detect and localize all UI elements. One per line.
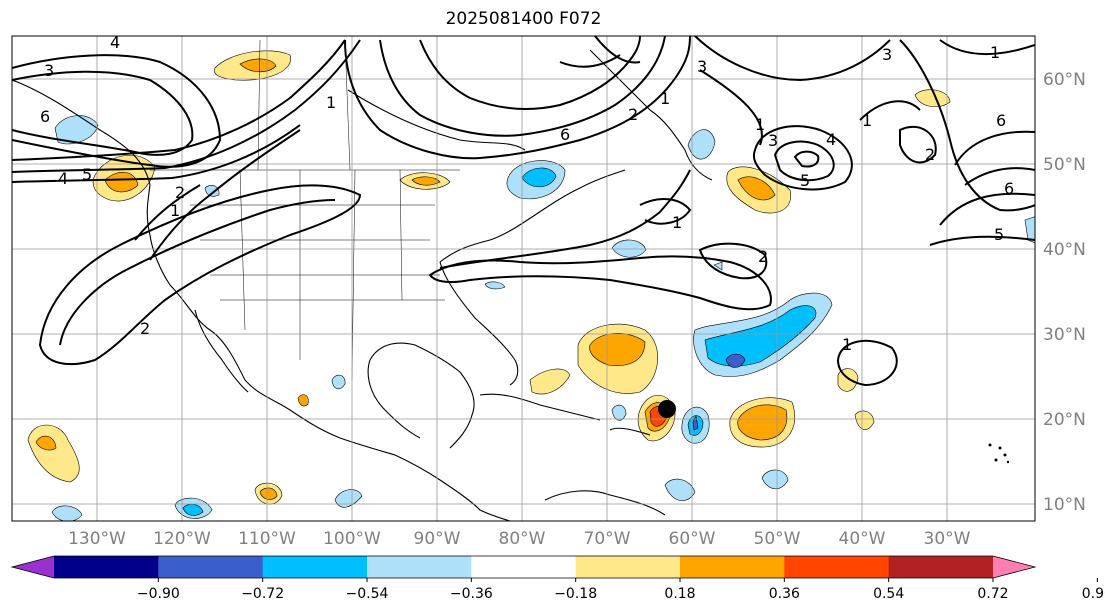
map-panel: 4 3 6 4 5 2 1 1 2 6 1 2 3 1 3 4 5 1 3 1 … [12, 33, 1035, 521]
colorbar-tick-label: 0.54 [873, 586, 904, 602]
contour-label: 2 [140, 319, 150, 338]
storm-center-marker [658, 400, 676, 418]
contour-label: 5 [82, 165, 92, 184]
contour-label: 1 [755, 115, 765, 134]
lat-label: 60°N [1043, 70, 1086, 90]
contour-label: 1 [862, 111, 872, 130]
contour-label: 2 [628, 105, 638, 124]
contour-label: 3 [697, 57, 707, 76]
contour-label: 3 [44, 61, 54, 80]
contour-label: 5 [994, 225, 1004, 244]
lat-label: 20°N [1043, 410, 1086, 430]
contour-label: 2 [758, 247, 768, 266]
contour-label: 6 [40, 107, 50, 126]
lat-label: 30°N [1043, 325, 1086, 345]
colorbar-tick-label: −0.18 [554, 586, 597, 602]
graticule [12, 36, 1035, 521]
colorbar-tick-label: −0.72 [241, 586, 284, 602]
contour-label: 6 [996, 111, 1006, 130]
lon-label: 130°W [68, 529, 126, 549]
colorbar-tick-label: −0.54 [346, 586, 389, 602]
colorbar-tick-label: −0.90 [137, 586, 180, 602]
colorbar-segment [784, 556, 890, 578]
colorbar-segment [471, 556, 577, 578]
lon-label: 80°W [499, 529, 546, 549]
lon-label: 90°W [414, 529, 461, 549]
lon-label: 50°W [754, 529, 801, 549]
lon-label: 40°W [839, 529, 886, 549]
lon-label: 60°W [669, 529, 716, 549]
lat-label: 50°N [1043, 155, 1086, 175]
contour-label: 1 [842, 335, 852, 354]
contour-label: 6 [1004, 179, 1014, 198]
colorbar-segment [888, 556, 994, 578]
colorbar-tick-label: −0.36 [450, 586, 493, 602]
contour-label: 2 [175, 183, 185, 202]
lon-label: 100°W [323, 529, 381, 549]
colorbar-outline [10, 555, 1037, 579]
contour-label: 4 [110, 33, 120, 52]
lon-label: 110°W [238, 529, 296, 549]
contour-lines [12, 36, 1035, 387]
lat-label: 10°N [1043, 495, 1086, 515]
shaded-anomalies [27, 50, 1035, 521]
lon-axis: 130°W 120°W 110°W 100°W 90°W 80°W 70°W 6… [68, 529, 971, 549]
state-borders [150, 39, 460, 381]
colorbar-tick-label: 0.90 [1082, 586, 1105, 602]
colorbar-segment [54, 556, 159, 578]
contour-label: 1 [170, 201, 180, 220]
colorbar-segment [680, 556, 785, 578]
lat-label: 40°N [1043, 240, 1086, 260]
contour-label: 4 [826, 130, 836, 149]
colorbar-segment [575, 556, 681, 578]
contour-label-group: 4 3 6 4 5 2 1 1 2 6 1 2 3 1 3 4 5 1 3 1 … [40, 33, 1014, 354]
contour-label: 4 [58, 169, 68, 188]
contour-label: 3 [768, 131, 778, 150]
contour-label: 1 [326, 93, 336, 112]
contour-label: 5 [800, 171, 810, 190]
map-frame [11, 35, 1036, 522]
lon-label: 30°W [924, 529, 971, 549]
colorbar-segment [367, 556, 472, 578]
contour-label: 6 [560, 125, 570, 144]
lat-axis: 60°N 50°N 40°N 30°N 20°N 10°N [1043, 70, 1086, 515]
lon-label: 120°W [153, 529, 211, 549]
island-dots [988, 443, 1010, 464]
colorbar: −0.90 −0.72 −0.54 −0.36 −0.18 0.18 0.36 0.54 0.7… [10, 555, 1105, 602]
map-title: 2025081400 F072 [445, 9, 602, 29]
contour-label: 1 [990, 43, 1000, 62]
colorbar-segment [158, 556, 264, 578]
contour-label: 1 [672, 213, 682, 232]
colorbar-segment [262, 556, 368, 578]
lon-label: 70°W [584, 529, 631, 549]
colorbar-extend-low [12, 556, 54, 578]
colorbar-extend-high [993, 556, 1035, 578]
colorbar-tick-label: 0.72 [977, 586, 1008, 602]
colorbar-tick-label: 0.36 [769, 586, 800, 602]
contour-label: 3 [882, 45, 892, 64]
colorbar-tick-label: 0.18 [664, 586, 695, 602]
contour-label: 2 [925, 145, 935, 164]
contour-label: 1 [660, 89, 670, 108]
